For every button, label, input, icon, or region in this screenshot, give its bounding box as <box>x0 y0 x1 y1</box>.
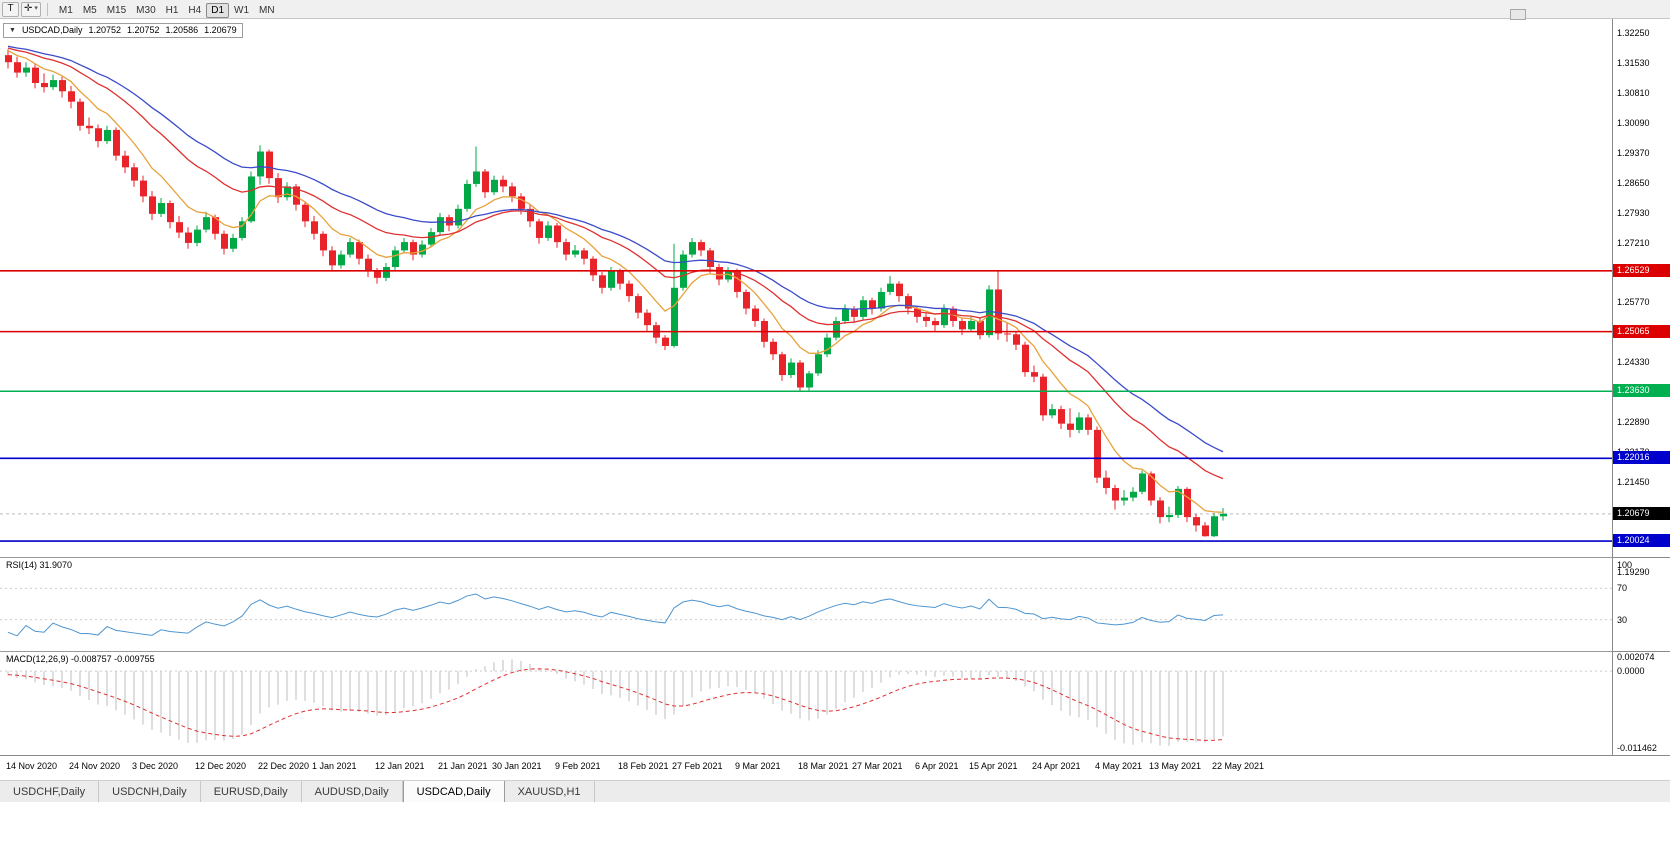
rsi-axis-label: 70 <box>1617 583 1628 594</box>
time-axis-label: 18 Mar 2021 <box>798 761 849 771</box>
time-axis-label: 21 Jan 2021 <box>438 761 488 771</box>
macd-title: MACD(12,26,9) <box>6 654 69 664</box>
price-axis-label: 1.22890 <box>1617 416 1650 427</box>
crosshair-tool-button[interactable]: ✛ ▾ <box>21 1 41 17</box>
time-axis-label: 9 Mar 2021 <box>735 761 781 771</box>
timeframe-button-m1[interactable]: M1 <box>54 3 78 18</box>
macd-axis-label: -0.011462 <box>1617 743 1657 754</box>
time-axis-label: 22 Dec 2020 <box>258 761 310 771</box>
crosshair-icon: ✛ <box>24 3 33 14</box>
ohlc-low: 1.20586 <box>165 25 199 35</box>
time-axis-label: 6 Apr 2021 <box>915 761 959 771</box>
rsi-axis-label: 30 <box>1617 614 1628 625</box>
rsi-axis-label: 100 <box>1617 559 1633 570</box>
time-axis-label: 3 Dec 2020 <box>132 761 179 771</box>
price-axis-label: 1.27930 <box>1617 207 1650 218</box>
time-axis-label: 4 May 2021 <box>1095 761 1143 771</box>
chart-canvas[interactable] <box>0 18 1612 755</box>
time-axis-label: 18 Feb 2021 <box>618 761 669 771</box>
tab-audusd-daily[interactable]: AUDUSD,Daily <box>302 781 403 802</box>
level-price-badge: 1.22016 <box>1613 451 1670 465</box>
price-axis-label: 1.31530 <box>1617 58 1650 69</box>
timeframe-button-m30[interactable]: M30 <box>131 3 160 18</box>
time-axis-label: 12 Dec 2020 <box>195 761 247 771</box>
time-axis-label: 15 Apr 2021 <box>969 761 1018 771</box>
rsi-line <box>7 593 1224 637</box>
symbol-dropdown-icon[interactable]: ▼ <box>9 27 16 34</box>
price-axis-label: 1.30810 <box>1617 87 1650 98</box>
macd-axis-label: 0.002074 <box>1617 652 1655 663</box>
timeframe-button-m15[interactable]: M15 <box>102 3 131 18</box>
macd-axis-label: 0.0000 <box>1617 666 1645 677</box>
rsi-indicator-label: RSI(14) 31.9070 <box>4 560 75 571</box>
tab-xauusd-h1[interactable]: XAUUSD,H1 <box>505 781 595 802</box>
price-axis-label: 1.28650 <box>1617 177 1650 188</box>
macd-values: -0.008757 -0.009755 <box>71 654 155 664</box>
level-price-badge: 1.26529 <box>1613 263 1670 277</box>
rsi-title: RSI(14) <box>6 560 38 570</box>
axis-top-button[interactable] <box>1510 9 1526 20</box>
tab-usdcad-daily[interactable]: USDCAD,Daily <box>402 781 505 802</box>
tab-usdcnh-daily[interactable]: USDCNH,Daily <box>99 781 201 802</box>
toolbar: T ✛ ▾ M1 M5 M15 M30 H1 H4 D1 W1 MN <box>0 0 1670 19</box>
toolbar-separator <box>46 2 48 16</box>
tab-eurusd-daily[interactable]: EURUSD,Daily <box>201 781 302 802</box>
time-axis-label: 30 Jan 2021 <box>492 761 542 771</box>
timeframe-button-w1[interactable]: W1 <box>229 3 254 18</box>
time-axis-label: 12 Jan 2021 <box>375 761 425 771</box>
ma-fast-line <box>7 49 1224 513</box>
timeframe-button-m5[interactable]: M5 <box>78 3 102 18</box>
timeframe-button-mn[interactable]: MN <box>254 3 280 18</box>
time-axis-label: 1 Jan 2021 <box>312 761 357 771</box>
chart-tab-bar: USDCHF,Daily USDCNH,Daily EURUSD,Daily AUDU… <box>0 780 1670 802</box>
panel-separator <box>1613 557 1670 558</box>
macd-histogram <box>7 659 1224 746</box>
price-axis-label: 1.19290 <box>1617 566 1650 577</box>
time-axis-label: 24 Apr 2021 <box>1032 761 1081 771</box>
macd-indicator-label: MACD(12,26,9) -0.008757 -0.009755 <box>4 654 157 665</box>
ohlc-close: 1.20679 <box>204 25 237 35</box>
ma-slow-line <box>7 45 1224 453</box>
current-price-badge: 1.20679 <box>1613 506 1670 520</box>
panel-separator <box>1613 651 1670 652</box>
price-axis-label: 1.24330 <box>1617 357 1650 368</box>
timeframe-group: M1 M5 M15 M30 H1 H4 D1 W1 MN <box>54 0 280 18</box>
time-axis[interactable]: 14 Nov 2020 24 Nov 2020 3 Dec 2020 12 Dec 2… <box>0 755 1670 776</box>
level-price-badge: 1.20024 <box>1613 534 1670 548</box>
level-price-badge: 1.23630 <box>1613 384 1670 398</box>
price-axis-label: 1.29370 <box>1617 147 1650 158</box>
timeframe-button-h1[interactable]: H1 <box>161 3 184 18</box>
rsi-value: 31.9070 <box>39 560 73 570</box>
time-axis-label: 13 May 2021 <box>1149 761 1202 771</box>
price-axis-label: 1.25770 <box>1617 297 1650 308</box>
price-axis-label: 1.27210 <box>1617 237 1650 248</box>
candlestick-series <box>5 49 1227 538</box>
macd-signal-line <box>7 668 1224 741</box>
panel-grid <box>0 18 1612 672</box>
price-axis-label: 1.30090 <box>1617 117 1650 128</box>
tab-usdchf-daily[interactable]: USDCHF,Daily <box>0 781 100 802</box>
time-axis-label: 22 May 2021 <box>1212 761 1265 771</box>
time-axis-label: 27 Feb 2021 <box>672 761 723 771</box>
text-tool-button[interactable]: T <box>2 1 19 17</box>
timeframe-button-h4[interactable]: H4 <box>183 3 206 18</box>
level-price-badge: 1.25065 <box>1613 324 1670 338</box>
price-axis-label: 1.32250 <box>1617 28 1650 39</box>
price-axis-label: 1.21450 <box>1617 476 1650 487</box>
price-axis[interactable]: 1.32250 1.31530 1.30810 1.30090 1.29370 1.286… <box>1612 18 1670 755</box>
chart-info: ▼ USDCAD,Daily 1.20752 1.20752 1.20586 1… <box>3 23 243 38</box>
symbol-label: USDCAD,Daily <box>21 25 83 35</box>
ma-mid-line <box>7 47 1224 480</box>
time-axis-label: 9 Feb 2021 <box>555 761 601 771</box>
timeframe-button-d1[interactable]: D1 <box>206 3 230 18</box>
ohlc-high: 1.20752 <box>127 25 160 35</box>
time-axis-label: 24 Nov 2020 <box>69 761 121 771</box>
horizontal-level-lines[interactable] <box>0 270 1612 542</box>
time-axis-label: 14 Nov 2020 <box>6 761 58 771</box>
ohlc-open: 1.20752 <box>88 25 121 35</box>
chevron-down-icon: ▾ <box>34 5 38 12</box>
time-axis-label: 27 Mar 2021 <box>852 761 903 771</box>
